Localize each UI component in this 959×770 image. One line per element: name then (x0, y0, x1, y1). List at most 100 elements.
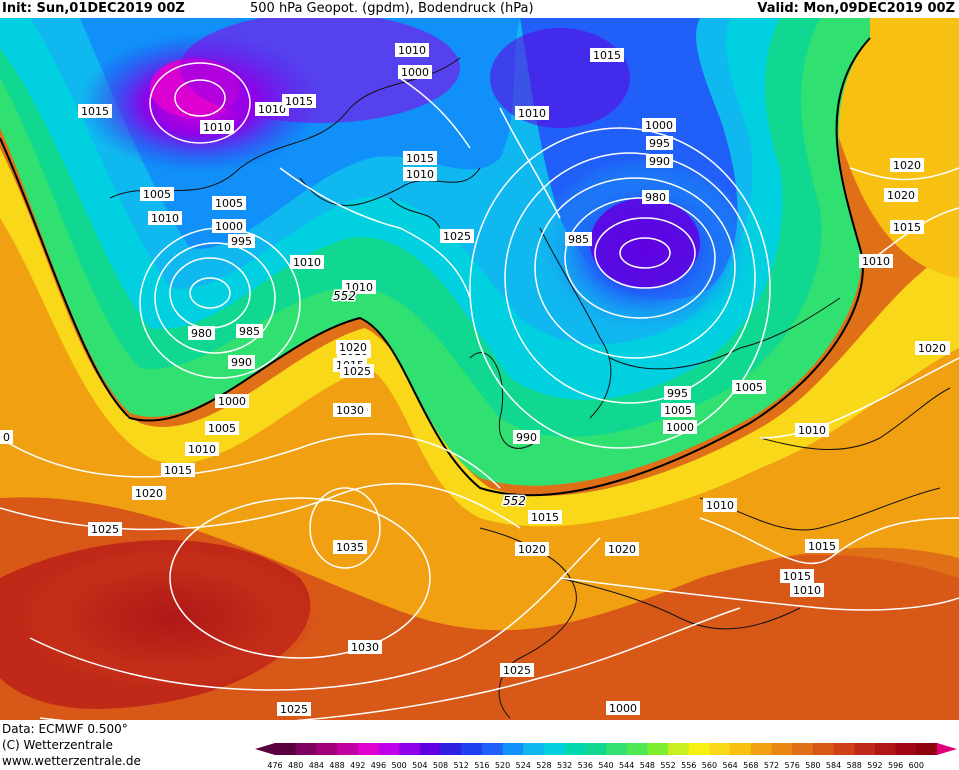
isobar-label: 995 (228, 234, 255, 248)
svg-text:1025: 1025 (503, 664, 531, 677)
colorbar-tick-label: 492 (350, 761, 365, 770)
colorbar-tick-label: 592 (867, 761, 882, 770)
svg-text:1015: 1015 (531, 511, 559, 524)
colorbar-swatch (399, 743, 421, 755)
colorbar-swatch (895, 743, 917, 755)
svg-text:1020: 1020 (518, 543, 546, 556)
svg-text:1025: 1025 (280, 703, 308, 716)
svg-text:1035: 1035 (336, 541, 364, 554)
colorbar-tick-label: 500 (391, 761, 406, 770)
region-high-core (20, 548, 320, 688)
valid-time-label: Valid: Mon,09DEC2019 00Z (757, 1, 955, 16)
colorbar-tick-label: 600 (909, 761, 924, 770)
data-source-label: Data: ECMWF 0.500° (2, 722, 128, 736)
colorbar-swatch (792, 743, 814, 755)
chart-title: 500 hPa Geopot. (gpdm), Bodendruck (hPa) (250, 1, 534, 16)
colorbar-tick-label: 532 (557, 761, 572, 770)
svg-text:1000: 1000 (401, 66, 429, 79)
init-time-label: Init: Sun,01DEC2019 00Z (2, 1, 185, 16)
low-scandinavia-core (590, 198, 700, 288)
svg-text:1010: 1010 (151, 212, 179, 225)
contour-552 (0, 37, 871, 497)
colorbar-swatch (668, 743, 690, 755)
isobar-label: 1035 (333, 540, 367, 554)
isobar-label: 1000 (212, 219, 246, 233)
svg-text:1015: 1015 (81, 105, 109, 118)
colorbar-swatch (461, 743, 483, 755)
svg-text:1015: 1015 (893, 221, 921, 234)
colorbar-tick-label: 516 (474, 761, 489, 770)
colorbar-swatch (647, 743, 669, 755)
svg-text:995: 995 (231, 235, 252, 248)
colorbar-swatch (337, 743, 359, 755)
isobar-label: 1010 (200, 120, 234, 134)
colorbar-swatch (626, 743, 648, 755)
colorbar-swatch (316, 743, 338, 755)
colorbar-swatch (812, 743, 835, 755)
isobar-label: 995 (646, 136, 673, 150)
colorbar-arrow-right (937, 743, 957, 755)
svg-text:1000: 1000 (609, 702, 637, 715)
isobar-label: 1005 (205, 421, 239, 435)
colorbar-swatch (750, 743, 772, 755)
colorbar-tick-label: 476 (267, 761, 282, 770)
isobar-label: 1010 (790, 583, 824, 597)
colorbar-tick-label: 556 (681, 761, 696, 770)
isobar-label: 1005 (140, 187, 174, 201)
isobar-label: 1000 (606, 701, 640, 715)
svg-text:1020: 1020 (918, 342, 946, 355)
svg-text:985: 985 (568, 233, 589, 246)
colorbar-tick-label: 512 (454, 761, 469, 770)
isobar-label: 1010 (703, 498, 737, 512)
colorbar-tick-label: 540 (598, 761, 613, 770)
isobar-label: 1015 (780, 569, 814, 583)
isobar-label: 1015 (528, 510, 562, 524)
isobar-label: 1030 (348, 640, 382, 654)
svg-text:995: 995 (667, 387, 688, 400)
isobar-label: 1010 (515, 106, 549, 120)
colorbar-swatch (730, 743, 752, 755)
isobar-label: 1025 (340, 364, 374, 378)
svg-text:1025: 1025 (91, 523, 119, 536)
isobar-label: 985 (565, 232, 592, 246)
colorbar-swatch (419, 743, 441, 755)
colorbar-tick-label: 568 (743, 761, 758, 770)
colorbar-tick-label: 584 (826, 761, 841, 770)
colorbar-swatch (771, 743, 793, 755)
isobar-label: 1005 (212, 196, 246, 210)
isobar-label: 1015 (805, 539, 839, 553)
isobar-label: 990 (646, 154, 673, 168)
svg-text:1025: 1025 (443, 230, 471, 243)
isobar-label: 1010 (148, 211, 182, 225)
isobar-label: 995 (664, 386, 691, 400)
svg-text:1005: 1005 (735, 381, 763, 394)
isobar-label: 1005 (732, 380, 766, 394)
colorbar-tick-label: 536 (578, 761, 593, 770)
svg-text:1005: 1005 (664, 404, 692, 417)
svg-text:1000: 1000 (666, 421, 694, 434)
svg-text:980: 980 (191, 327, 212, 340)
svg-text:1010: 1010 (706, 499, 734, 512)
isobar-label: 1020 (515, 542, 549, 556)
isobar-label: 1025 (277, 702, 311, 716)
svg-text:1030: 1030 (351, 641, 379, 654)
svg-text:1010: 1010 (398, 44, 426, 57)
colorbar-swatch (564, 743, 586, 755)
region-yellow-band (0, 148, 959, 527)
svg-text:1010: 1010 (293, 256, 321, 269)
colorbar-tick-label: 560 (702, 761, 717, 770)
isobar-label: 1015 (403, 151, 437, 165)
isobar-label: 1020 (884, 188, 918, 202)
colorbar-tick-label: 504 (412, 761, 427, 770)
svg-text:1010: 1010 (258, 103, 286, 116)
copyright-label: (C) Wetterzentrale (2, 738, 113, 752)
colorbar-tick-label: 508 (433, 761, 448, 770)
colorbar-swatch (275, 743, 297, 755)
isobar-label: 1010 (342, 280, 376, 294)
isobar-label: 1000 (215, 394, 249, 408)
colorbar-tick-label: 576 (785, 761, 800, 770)
isobar-label: 1015 (890, 220, 924, 234)
svg-text:1000: 1000 (645, 119, 673, 132)
isobar-label: 1010 (255, 102, 289, 116)
